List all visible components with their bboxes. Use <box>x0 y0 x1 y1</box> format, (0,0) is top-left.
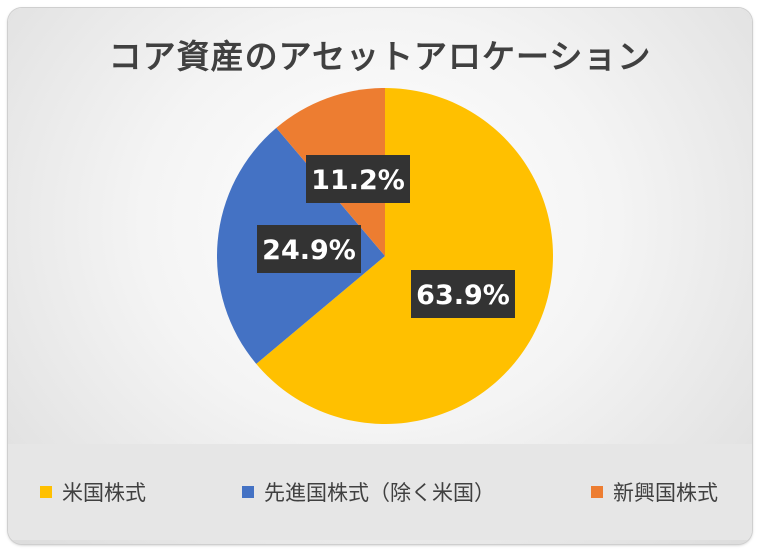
data-label-1: 63.9% <box>411 270 515 318</box>
chart-legend: 米国株式 先進国株式（除く米国） 新興国株式 <box>8 444 752 540</box>
data-label-box <box>306 155 410 203</box>
legend-swatch <box>242 486 254 498</box>
legend-swatch <box>591 486 603 498</box>
data-label-3: 11.2% <box>306 155 410 203</box>
chart-card: コア資産のアセットアロケーション 63.9% 24.9% 11.2% 米国株式 先進国… <box>8 8 752 544</box>
data-label-box <box>257 225 361 273</box>
legend-label: 新興国株式 <box>613 481 718 505</box>
legend-label: 先進国株式（除く米国） <box>264 481 495 505</box>
legend-swatch <box>40 486 52 498</box>
legend-item-3: 新興国株式 <box>591 477 718 507</box>
chart-title: コア資産のアセットアロケーション <box>108 37 652 76</box>
data-label-text: 24.9% <box>262 235 356 266</box>
data-label-text: 63.9% <box>416 280 510 311</box>
pie-chart: 63.9% 24.9% 11.2% <box>216 88 553 424</box>
legend-item-2: 先進国株式（除く米国） <box>242 477 495 507</box>
legend-label: 米国株式 <box>62 481 146 505</box>
data-label-box <box>411 270 515 318</box>
data-label-2: 24.9% <box>257 225 361 273</box>
data-label-text: 11.2% <box>311 165 405 196</box>
pie-slice-1 <box>256 88 553 424</box>
legend-item-1: 米国株式 <box>40 477 146 507</box>
